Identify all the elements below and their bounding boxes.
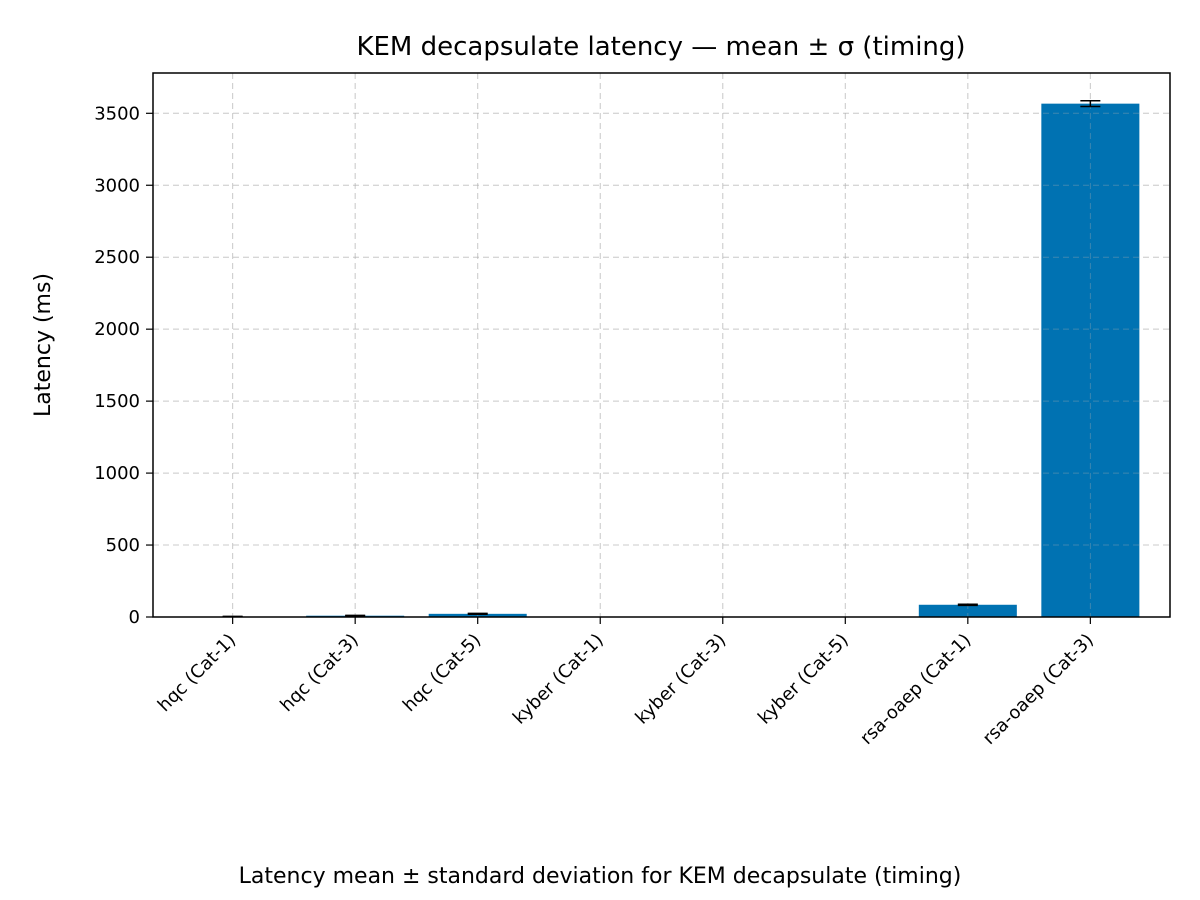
x-tick-label-7: rsa-oaep (Cat-3)	[979, 630, 1098, 749]
y-axis-label: Latency (ms)	[31, 273, 56, 417]
x-tick-label-3: kyber (Cat-1)	[509, 630, 608, 729]
bar-7	[1041, 103, 1140, 617]
plot-frame	[152, 72, 1171, 618]
y-tick-label-7: 3500	[94, 103, 140, 124]
y-tick-label-6: 3000	[94, 175, 140, 196]
y-ticks: 0 500 1000 1500 2000 2500 3000 3500	[94, 103, 153, 628]
error-bars	[222, 100, 1101, 618]
x-ticks: hqc (Cat-1) hqc (Cat-3) hqc (Cat-5) kyber (…	[154, 617, 1098, 749]
bar-6	[918, 604, 1017, 617]
error-bar-7	[1080, 100, 1101, 108]
figure-caption: Latency mean ± standard deviation for KE…	[238, 864, 962, 889]
axes	[152, 72, 1171, 618]
x-tick-label-1: hqc (Cat-3)	[276, 630, 362, 716]
x-tick-label-2: hqc (Cat-5)	[399, 630, 485, 716]
y-tick-label-3: 1500	[94, 391, 140, 412]
error-bar-6	[957, 603, 978, 607]
grid-lines	[153, 73, 1170, 618]
y-tick-label-5: 2500	[94, 247, 140, 268]
x-tick-label-5: kyber (Cat-5)	[754, 630, 853, 729]
x-tick-label-0: hqc (Cat-1)	[154, 630, 240, 716]
y-tick-label-1: 500	[106, 535, 140, 556]
error-bar-1	[345, 614, 366, 617]
y-tick-label-4: 2000	[94, 319, 140, 340]
error-bar-2	[467, 612, 488, 616]
x-tick-label-4: kyber (Cat-3)	[632, 630, 731, 729]
y-tick-label-2: 1000	[94, 463, 140, 484]
bars	[153, 73, 1170, 618]
bar-2	[428, 613, 527, 617]
y-tick-label-0: 0	[129, 607, 140, 628]
chart-title: KEM decapsulate latency — mean ± σ (timi…	[356, 32, 965, 62]
x-tick-label-6: rsa-oaep (Cat-1)	[856, 630, 975, 749]
